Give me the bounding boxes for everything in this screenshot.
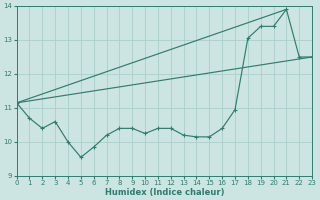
X-axis label: Humidex (Indice chaleur): Humidex (Indice chaleur) [105,188,224,197]
